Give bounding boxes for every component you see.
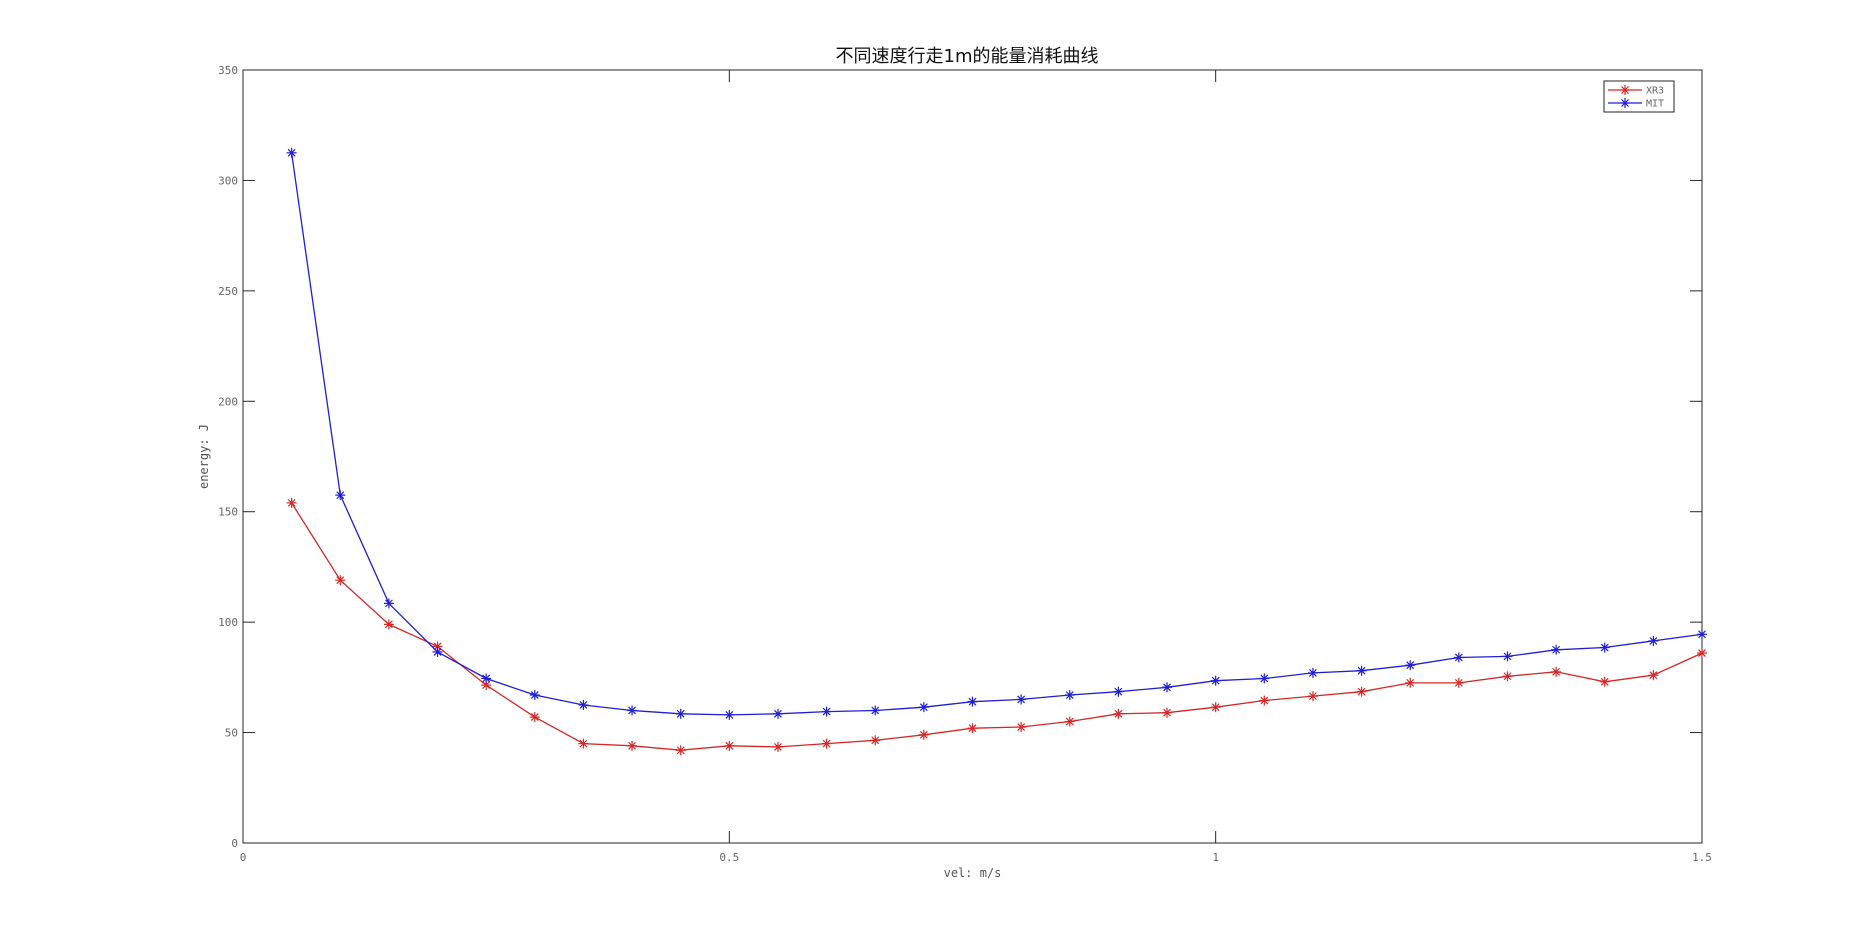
legend-label-xr3: XR3 (1646, 86, 1664, 97)
data-point-mit (675, 708, 686, 719)
data-point-mit (1259, 673, 1270, 684)
data-point-xr3 (772, 741, 783, 752)
y-tick-label: 200 (218, 395, 238, 408)
data-point-mit (1551, 644, 1562, 655)
data-point-xr3 (383, 619, 394, 630)
y-tick-label: 0 (231, 837, 238, 850)
data-point-xr3 (627, 740, 638, 751)
data-point-mit (1648, 635, 1659, 646)
data-point-mit (1064, 690, 1075, 701)
data-point-xr3 (675, 745, 686, 756)
series-line-xr3 (291, 502, 1703, 751)
data-point-mit (432, 646, 443, 657)
legend-item-mit[interactable]: MIT (1608, 98, 1664, 110)
data-point-xr3 (821, 738, 832, 749)
data-point-mit (724, 709, 735, 720)
data-point-mit (918, 702, 929, 713)
legend-marker-mit (1620, 98, 1630, 108)
plot-area (242, 69, 1703, 844)
data-point-mit (529, 690, 540, 701)
data-point-mit (967, 696, 978, 707)
legend-marker-xr3 (1620, 85, 1630, 95)
data-point-mit (772, 708, 783, 719)
data-point-xr3 (1405, 677, 1416, 688)
data-point-mit (1453, 652, 1464, 663)
legend-item-xr3[interactable]: XR3 (1608, 85, 1664, 97)
data-point-mit (870, 705, 881, 716)
data-point-mit (1502, 651, 1513, 662)
data-point-xr3 (1697, 648, 1707, 659)
data-point-xr3 (1016, 722, 1027, 733)
axis-ticks (242, 69, 1703, 844)
data-point-xr3 (724, 740, 735, 751)
legend-box (1603, 80, 1675, 113)
x-tick-label: 0.5 (719, 851, 739, 864)
data-point-xr3 (1113, 708, 1124, 719)
data-point-xr3 (335, 575, 346, 586)
data-point-xr3 (432, 641, 443, 652)
y-tick-label: 50 (225, 727, 238, 740)
data-point-mit (1405, 660, 1416, 671)
x-tick-label: 0 (240, 851, 247, 864)
data-point-mit (335, 490, 346, 501)
legend[interactable]: XR3 MIT (1603, 80, 1675, 113)
y-tick-label: 300 (218, 174, 238, 187)
data-point-mit (1016, 694, 1027, 705)
data-point-mit (1162, 682, 1173, 693)
data-point-mit (286, 147, 297, 158)
data-point-mit (1307, 667, 1318, 678)
data-point-mit (627, 705, 638, 716)
data-point-xr3 (1162, 707, 1173, 718)
x-tick-label: 1 (1212, 851, 1219, 864)
y-axis-label: energy: J (197, 424, 211, 489)
x-axis-label: vel: m/s (944, 866, 1002, 880)
data-point-mit (1599, 642, 1610, 653)
data-point-mit (1113, 686, 1124, 697)
data-point-xr3 (529, 712, 540, 723)
data-point-xr3 (1259, 695, 1270, 706)
legend-label-mit: MIT (1646, 99, 1664, 110)
y-tick-label: 350 (218, 64, 238, 77)
data-point-xr3 (870, 735, 881, 746)
data-point-xr3 (1502, 671, 1513, 682)
data-point-xr3 (1356, 686, 1367, 697)
y-tick-label: 250 (218, 285, 238, 298)
data-point-xr3 (286, 497, 297, 508)
data-point-xr3 (1453, 677, 1464, 688)
data-point-xr3 (967, 723, 978, 734)
data-point-xr3 (918, 729, 929, 740)
axis-tick-labels: 0 0.5 1 1.5 0 50 100 150 200 250 300 350 (218, 64, 1712, 864)
data-point-xr3 (578, 738, 589, 749)
data-point-xr3 (1551, 666, 1562, 677)
data-point-mit (383, 598, 394, 609)
series-line-mit (290, 152, 1703, 716)
data-point-mit (578, 699, 589, 710)
data-point-xr3 (1599, 676, 1610, 687)
data-point-xr3 (1648, 670, 1659, 681)
series-xr3 (286, 497, 1707, 756)
y-tick-label: 100 (218, 616, 238, 629)
data-point-xr3 (1307, 691, 1318, 702)
data-point-mit (1210, 675, 1221, 686)
x-tick-label: 1.5 (1692, 851, 1712, 864)
chart-title: 不同速度行走1m的能量消耗曲线 (836, 46, 1099, 67)
series-mit (286, 147, 1707, 720)
data-point-mit (1356, 665, 1367, 676)
data-point-mit (821, 706, 832, 717)
data-point-mit (1697, 629, 1707, 640)
series-layer (286, 147, 1707, 756)
y-tick-label: 150 (218, 506, 238, 519)
data-point-xr3 (1210, 702, 1221, 713)
data-point-mit (481, 673, 492, 684)
data-point-xr3 (1064, 716, 1075, 727)
